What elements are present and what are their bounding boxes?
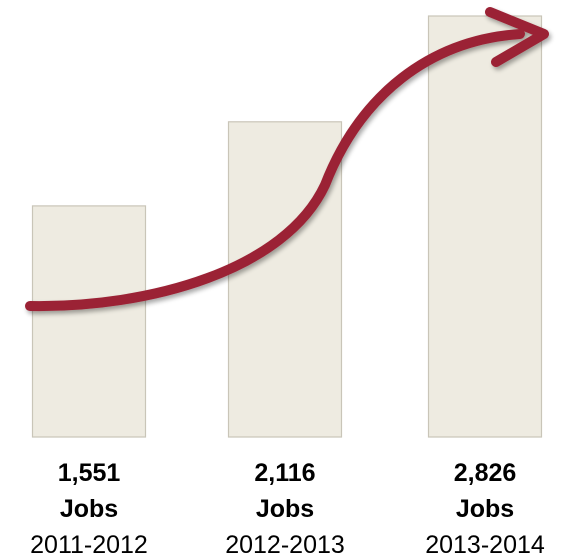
value-label-2011-2012: 1,551 — [58, 459, 121, 487]
unit-label-2013-2014: Jobs — [456, 495, 514, 523]
labels-group: 1,551 Jobs 2011-2012 2,116 Jobs 2012-2013 2,82… — [30, 459, 545, 559]
category-label-2013-2014: 2013-2014 — [425, 531, 545, 559]
bar-2011-2012 — [31, 205, 147, 438]
growth-arrow-shaft — [25, 29, 525, 312]
bar-2012-2013 — [227, 121, 343, 438]
category-label-2011-2012: 2011-2012 — [30, 531, 148, 559]
unit-label-2011-2012: Jobs — [60, 495, 118, 523]
value-label-2013-2014: 2,826 — [454, 459, 517, 487]
category-label-2012-2013: 2012-2013 — [225, 531, 345, 559]
growth-arrow-head — [485, 7, 549, 67]
unit-label-2012-2013: Jobs — [256, 495, 314, 523]
bar-2013-2014 — [427, 15, 543, 438]
growth-arrow-icon — [25, 7, 549, 312]
value-label-2012-2013: 2,116 — [254, 459, 315, 487]
bars-group — [31, 15, 543, 438]
